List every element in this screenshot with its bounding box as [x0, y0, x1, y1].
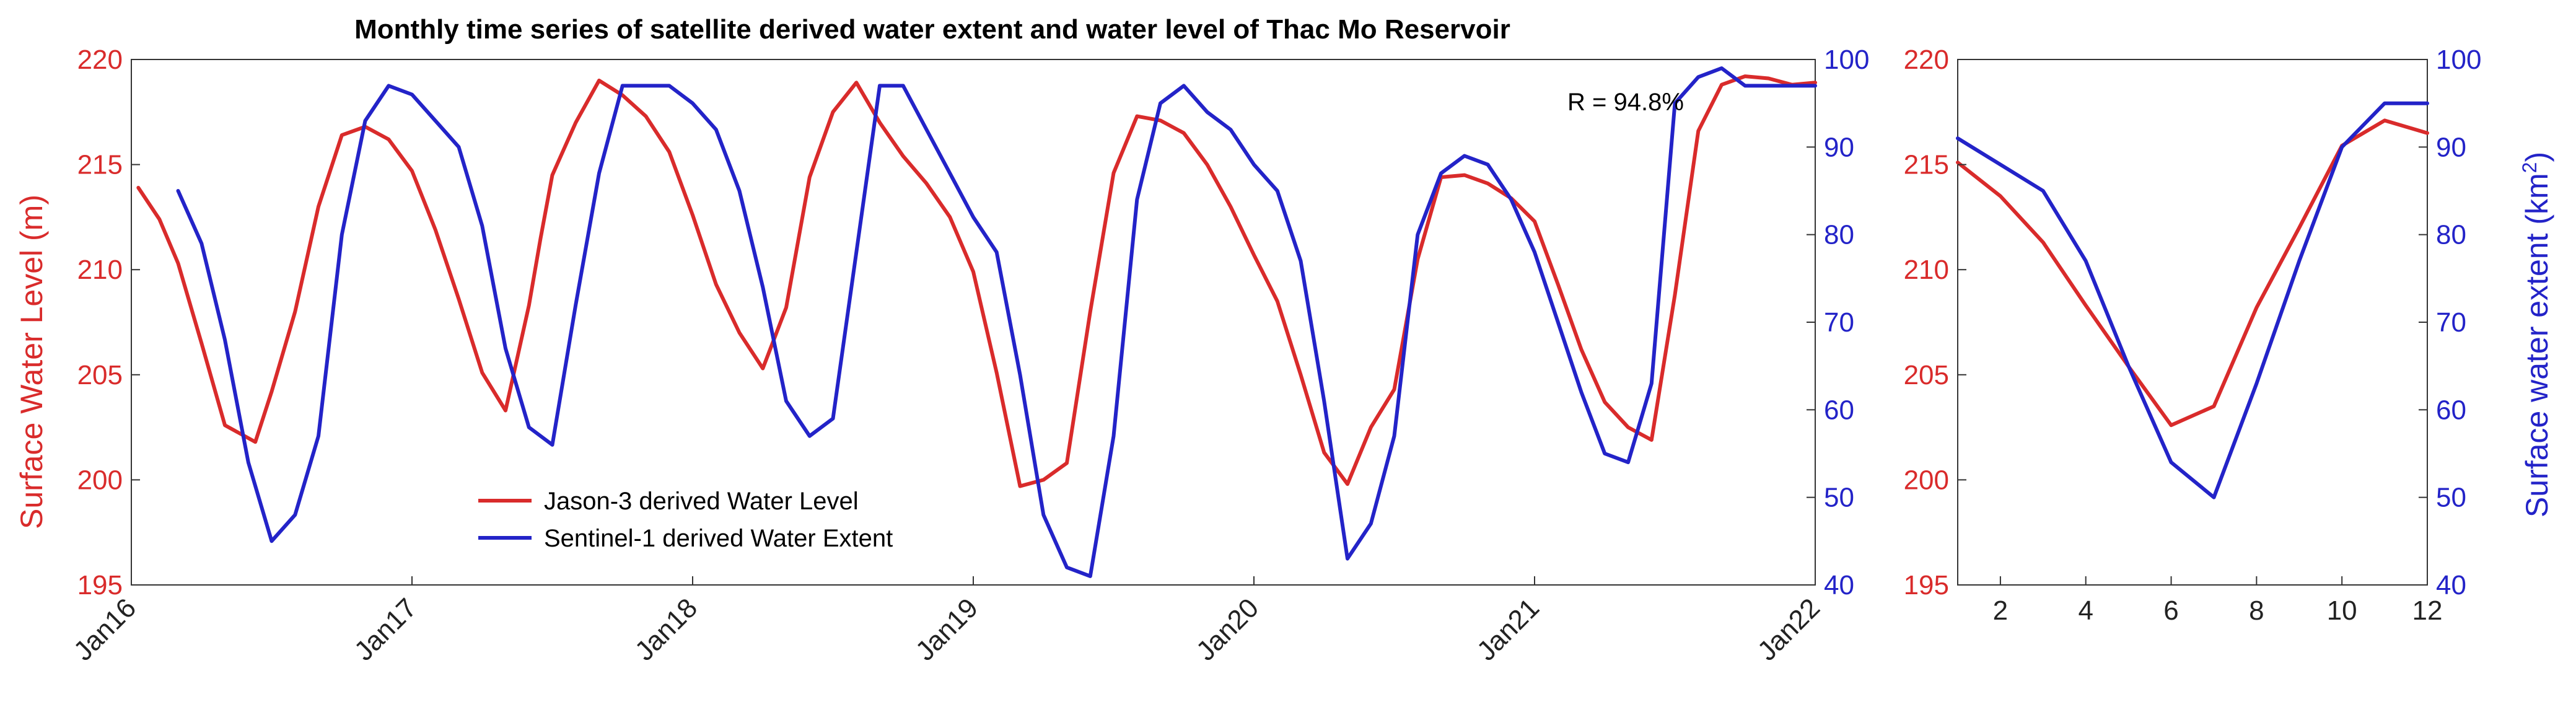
climatology-right-tick-label: 80 — [2436, 220, 2466, 250]
climatology-right-tick-label: 60 — [2436, 395, 2466, 425]
climatology-right-axis-label-superscript: 2 — [2518, 162, 2541, 173]
climatology-right-tick-label: 90 — [2436, 132, 2466, 162]
main-chart-right-axis: 40 50 60 70 80 90 100 — [1807, 45, 1869, 600]
climatology-left-tick-label: 220 — [1904, 45, 1949, 75]
main-left-tick-label: 200 — [77, 465, 123, 495]
climatology-right-axis-label-text: Surface water extent (km — [2520, 173, 2554, 517]
main-right-tick-label: 40 — [1824, 570, 1854, 600]
climatology-x-tick-label: 8 — [2249, 595, 2264, 626]
climatology-left-tick-label: 210 — [1904, 255, 1949, 285]
correlation-annotation: R = 94.8% — [1567, 89, 1684, 116]
main-right-tick-label: 100 — [1824, 45, 1869, 75]
climatology-series — [1956, 101, 2429, 499]
climatology-right-axis-label: Surface water extent (km2) — [2518, 152, 2554, 517]
main-chart-series — [136, 66, 1817, 578]
legend: Jason-3 derived Water Level Sentinel-1 d… — [478, 488, 893, 552]
legend-label-water-extent: Sentinel-1 derived Water Extent — [544, 525, 893, 552]
main-right-tick-label: 50 — [1824, 483, 1854, 513]
main-left-tick-label: 220 — [77, 45, 123, 75]
climatology-right-axis-label-close: ) — [2520, 152, 2554, 162]
climatology-right-tick-label: 50 — [2436, 483, 2466, 513]
climatology-left-tick-label: 200 — [1904, 465, 1949, 495]
main-left-tick-label: 215 — [77, 150, 123, 180]
main-right-tick-label: 90 — [1824, 132, 1854, 162]
main-water-extent-line — [176, 66, 1817, 578]
main-right-tick-label: 80 — [1824, 220, 1854, 250]
main-left-tick-label: 210 — [77, 255, 123, 285]
climatology-x-axis: 2 4 6 8 10 12 — [1993, 576, 2443, 626]
chart-title: Monthly time series of satellite derived… — [354, 14, 1510, 45]
climatology-left-tick-label: 205 — [1904, 360, 1949, 390]
climatology-x-tick-label: 12 — [2412, 595, 2443, 626]
climatology-x-tick-label: 2 — [1993, 595, 2008, 626]
main-left-axis-label: Surface Water Level (m) — [14, 195, 49, 529]
climatology-left-axis: 195 200 205 210 215 220 — [1904, 45, 1966, 600]
climatology-x-tick-label: 4 — [2078, 595, 2093, 626]
climatology-left-tick-label: 195 — [1904, 570, 1949, 600]
main-left-tick-label: 205 — [77, 360, 123, 390]
climatology-water-extent-line — [1956, 101, 2429, 499]
climatology-right-axis: 40 50 60 70 80 90 100 — [2419, 45, 2481, 600]
climatology-right-tick-label: 100 — [2436, 45, 2481, 75]
climatology-x-tick-label: 10 — [2327, 595, 2357, 626]
legend-label-water-level: Jason-3 derived Water Level — [544, 488, 859, 515]
main-right-tick-label: 70 — [1824, 307, 1854, 338]
main-right-tick-label: 60 — [1824, 395, 1854, 425]
climatology-right-tick-label: 40 — [2436, 570, 2466, 600]
climatology-left-tick-label: 215 — [1904, 150, 1949, 180]
climatology-x-tick-label: 6 — [2163, 595, 2178, 626]
climatology-right-tick-label: 70 — [2436, 307, 2466, 338]
main-water-level-line — [136, 74, 1817, 488]
main-left-tick-label: 195 — [77, 570, 123, 600]
main-chart-left-axis: 195 200 205 210 215 220 — [77, 45, 140, 600]
